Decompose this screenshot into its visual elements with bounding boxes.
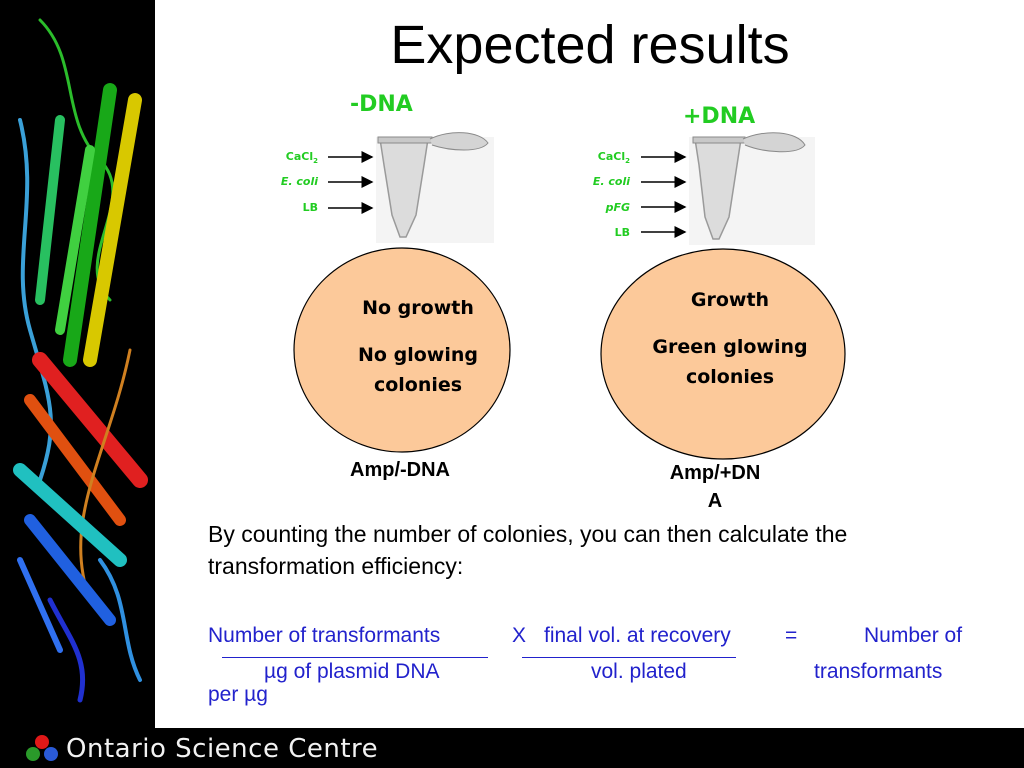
left-plate-caption: Amp/-DNA [350, 459, 450, 481]
footer-bar: Ontario Science Centre [0, 728, 1024, 768]
formula-equals: = [785, 624, 798, 647]
formula-divider-2 [522, 657, 736, 658]
right-tube-icon [689, 132, 815, 245]
right-plate-line-3: colonies [685, 366, 775, 388]
right-label-cacl2: CaCl2 [570, 150, 630, 165]
right-tube-diagram [641, 132, 815, 245]
right-plate-caption-line-2: A [707, 490, 723, 512]
ontario-science-centre-logo-icon [26, 735, 58, 761]
formula-divider-1 [222, 657, 488, 658]
left-plate-line-1: No growth [362, 297, 474, 319]
left-plate-line-3: colonies [373, 374, 463, 396]
right-plate-line-2: Green glowing [652, 336, 808, 358]
formula-result-line-1: Number of [864, 624, 963, 647]
left-label-ecoli: E. coli [280, 175, 318, 188]
explanation-text: By counting the number of colonies, you … [208, 521, 848, 579]
right-label-pfg: pFG [605, 201, 630, 214]
left-label-lb: LB [302, 201, 318, 214]
slide-title: Expected results [390, 15, 790, 75]
formula-result-line-3: per µg [208, 683, 268, 706]
formula-result-line-2: transformants [814, 660, 943, 683]
right-plate [600, 248, 846, 460]
left-plate-line-2: No glowing [358, 344, 478, 366]
protein-ribbon-image [0, 0, 155, 728]
formula-denominator-2: vol. plated [591, 660, 687, 683]
right-plate-line-1: Growth [690, 289, 770, 311]
minus-dna-header: -DNA [350, 92, 413, 117]
footer-org-name: Ontario Science Centre [66, 734, 379, 764]
left-label-cacl: CaCl [285, 150, 314, 163]
left-label-cacl-subscript: 2 [313, 157, 318, 166]
right-plate-text: Growth Green glowing colonies [620, 285, 840, 392]
left-tube-icon [376, 132, 494, 243]
left-plate [293, 247, 511, 453]
right-plate-caption: Amp/+DN A [640, 459, 790, 515]
left-label-cacl2: CaCl2 [258, 150, 318, 165]
plus-dna-header: +DNA [683, 104, 756, 129]
formula-denominator-1: µg of plasmid DNA [264, 660, 440, 683]
formula-numerator-1: Number of transformants [208, 624, 441, 647]
right-label-cacl-subscript: 2 [625, 157, 630, 166]
left-tube-diagram [328, 132, 494, 243]
left-plate-text: No growth No glowing colonies [318, 293, 518, 400]
formula-times: X [512, 624, 527, 647]
right-label-cacl: CaCl [597, 150, 626, 163]
right-label-lb: LB [614, 226, 630, 239]
formula-numerator-2: final vol. at recovery [544, 624, 731, 647]
right-plate-caption-line-1: Amp/+DN [669, 462, 761, 484]
right-label-ecoli: E. coli [592, 175, 630, 188]
